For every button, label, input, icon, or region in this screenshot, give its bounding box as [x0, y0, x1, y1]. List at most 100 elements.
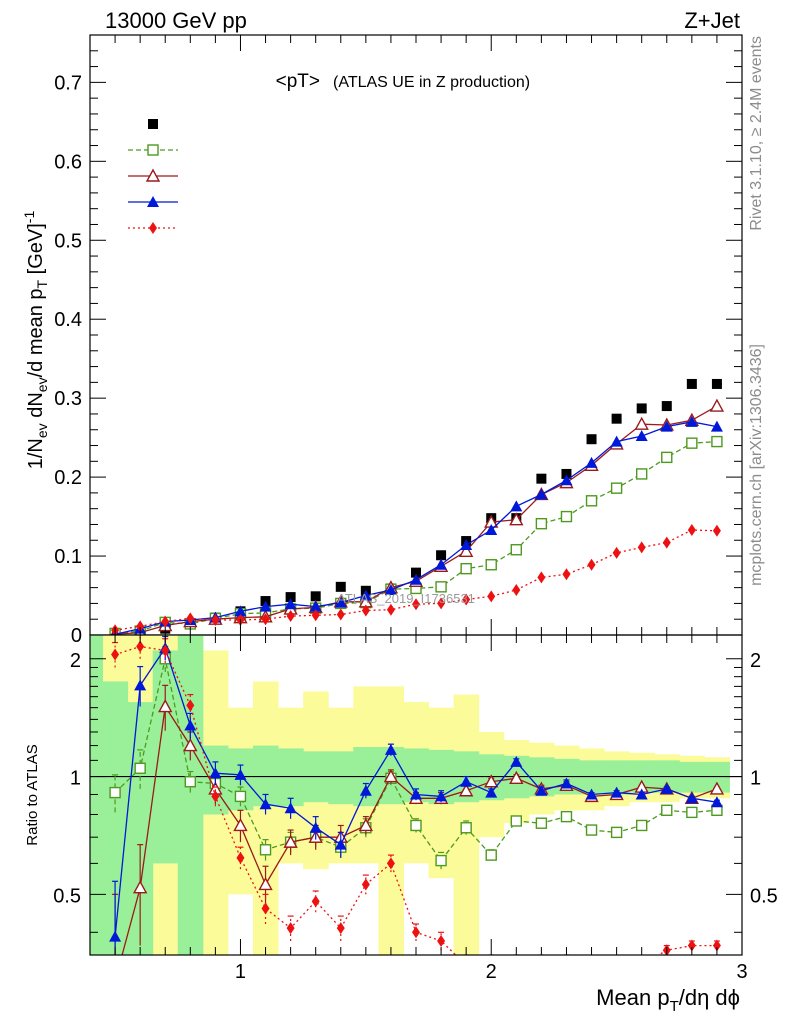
ratio-point-sherpa	[562, 959, 570, 971]
ratio-plot-area	[90, 635, 742, 986]
ratio-point-pythia8	[660, 782, 673, 794]
x-axis-label: Mean pT/dη dϕ	[596, 985, 740, 1015]
uncertainty-band-inner	[90, 635, 104, 955]
ratio-point-sherpa	[111, 648, 120, 661]
ratio-point-sherpa	[311, 895, 320, 908]
data-point-pythia8	[435, 558, 448, 570]
ratio-point-sherpa	[588, 959, 596, 971]
ratio-point-pythia6	[358, 818, 374, 832]
ratio-point-herwig	[134, 762, 146, 774]
ratio-point-pythia8	[359, 784, 372, 796]
legend-marker	[149, 222, 157, 234]
uncertainty-band-inner	[152, 650, 179, 864]
data-point-atlas	[310, 591, 321, 602]
ratio-point-herwig	[435, 854, 447, 867]
ratio-point-herwig	[109, 786, 121, 799]
data-point-pythia8	[359, 589, 372, 601]
ratio-panel: 0.5 0.5 1 1 2 2 1 2 3	[53, 634, 778, 986]
data-point-pythia8	[410, 573, 422, 585]
ratio-point-herwig	[635, 819, 648, 832]
ratio-point-pythia8	[410, 788, 422, 800]
y-tick-label: 0.2	[54, 467, 82, 489]
data-point-sherpa	[462, 593, 471, 606]
ratio-point-herwig	[510, 815, 523, 827]
ratio-point-pythia8	[510, 755, 523, 767]
ratio-point-herwig	[259, 844, 272, 856]
data-point-herwig	[460, 562, 472, 575]
ratio-point-sherpa	[412, 926, 420, 939]
data-point-sherpa	[311, 609, 320, 622]
uncertainty-band-inner	[328, 751, 354, 805]
main-axes: 0 0.1 0.2 0.3 0.4 0.5 0.6 0.7	[54, 35, 742, 647]
data-point-sherpa	[612, 546, 621, 559]
x-tick-label: 1	[235, 961, 246, 983]
data-point-pythia8	[560, 474, 573, 486]
data-point-pythia8	[384, 584, 397, 595]
data-point-pythia8	[259, 600, 272, 612]
data-point-sherpa	[487, 590, 496, 603]
data-point-sherpa	[386, 603, 395, 616]
ratio-point-pythia6	[109, 975, 121, 986]
uncertainty-band-outer	[378, 686, 404, 955]
y-tick-label: 0.5	[54, 230, 82, 252]
ratio-y-tick-label-right: 1	[750, 768, 761, 790]
ratio-point-pythia8	[610, 786, 623, 798]
data-point-atlas	[561, 468, 572, 479]
data-point-pythia8	[284, 598, 297, 610]
ratio-point-sherpa	[336, 922, 345, 935]
data-point-atlas	[411, 567, 421, 578]
ratio-point-sherpa	[386, 857, 395, 870]
data-point-pythia6	[458, 543, 474, 558]
ratio-point-pythia8	[710, 796, 723, 808]
ratio-point-pythia8	[585, 788, 598, 800]
data-point-sherpa	[336, 608, 345, 621]
uncertainty-band-outer	[453, 694, 480, 955]
ratio-point-pythia8	[309, 821, 322, 833]
energy-label: 13000 GeV pp	[105, 8, 247, 33]
ratio-point-sherpa	[687, 939, 696, 952]
data-point-sherpa	[136, 620, 145, 633]
data-point-atlas	[586, 434, 597, 445]
data-point-atlas	[436, 550, 447, 561]
analysis-watermark: ATLAS_2019_I1736531	[337, 591, 475, 606]
y-tick-label: 0.4	[54, 309, 82, 331]
data-point-herwig	[585, 495, 598, 507]
ratio-point-sherpa	[361, 878, 370, 891]
data-point-sherpa	[186, 612, 195, 625]
data-point-pythia8	[334, 596, 347, 608]
data-point-sherpa	[712, 524, 721, 537]
y-axis-label-main: 1/Nev dNev/d mean pT [GeV]-1	[21, 211, 50, 470]
data-point-sherpa	[286, 610, 295, 623]
ratio-point-pythia8	[535, 784, 548, 796]
ratio-point-herwig	[485, 849, 497, 861]
data-point-pythia8	[660, 420, 673, 432]
ratio-point-sherpa	[512, 959, 520, 971]
ratio-point-herwig	[460, 822, 472, 834]
ratio-point-pythia8	[685, 792, 698, 804]
main-plot-area	[109, 378, 725, 635]
ratio-point-pythia6	[509, 770, 524, 784]
data-point-herwig	[711, 435, 723, 448]
mcplots-label: mcplots.cern.ch [arXiv:1306.3436]	[748, 344, 765, 586]
ratio-point-sherpa	[211, 790, 220, 803]
data-point-herwig	[510, 544, 523, 556]
ratio-point-pythia8	[334, 838, 347, 850]
ratio-point-pythia6	[132, 880, 148, 894]
ratio-point-pythia8	[184, 719, 197, 731]
ratio-point-herwig	[234, 790, 247, 803]
ratio-point-sherpa	[462, 959, 470, 971]
ratio-point-pythia8	[635, 788, 648, 800]
y-tick-label: 0	[71, 625, 82, 647]
ratio-point-pythia6	[283, 834, 298, 848]
ratio-point-pythia6	[383, 769, 399, 783]
ratio-point-pythia8	[460, 775, 473, 787]
data-point-pythia6	[709, 398, 725, 412]
y-axis-label-ratio: Ratio to ATLAS	[24, 744, 41, 845]
rivet-version-label: Rivet 3.1.10, ≥ 2.4M events	[748, 36, 765, 231]
ratio-point-sherpa	[437, 935, 446, 948]
y-tick-label: 0.3	[54, 388, 82, 410]
y-tick-label: 0.7	[54, 72, 82, 94]
ratio-point-pythia8	[134, 679, 147, 691]
ratio-point-herwig	[410, 819, 422, 832]
